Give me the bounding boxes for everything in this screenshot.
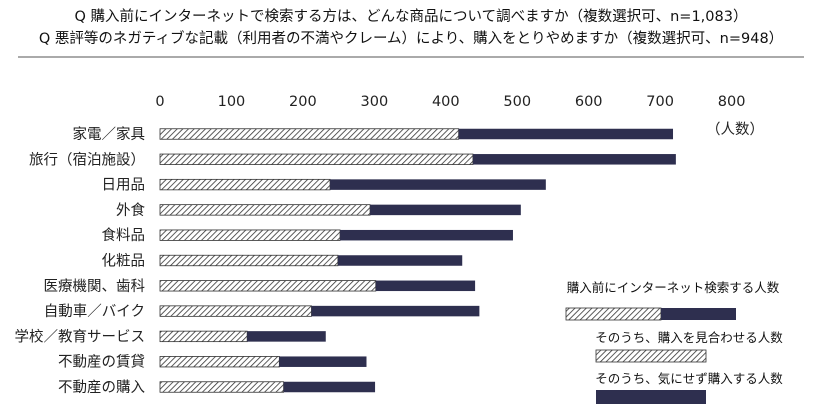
category-label: 旅行（宿泊施設） (29, 151, 145, 168)
category-label: 食料品 (102, 227, 146, 244)
x-tick-label: 400 (432, 94, 460, 110)
bar-segment-buy-anyway (283, 381, 376, 393)
legend-swatch-total-hatched (565, 307, 662, 321)
bar-segment-hold-off (159, 280, 377, 292)
chart-title-line-2: Q 悪評等のネガティブな記載（利用者の不満やクレーム）により、購入をとりやめます… (39, 29, 783, 47)
bar-segment-buy-anyway (337, 255, 463, 266)
category-label: 不動産の賃貸 (58, 354, 145, 371)
legend-swatch-buy-anyway (596, 390, 706, 404)
bar-segment-buy-anyway (375, 280, 476, 292)
axis-unit-label: （人数） (706, 121, 764, 138)
category-label: 学校／教育サービス (15, 328, 146, 345)
bar-segment-hold-off (159, 229, 341, 241)
x-tick-label: 100 (218, 94, 246, 110)
bar-segment-buy-anyway (311, 305, 480, 317)
x-tick-label: 700 (646, 94, 674, 110)
x-tick-label: 0 (155, 94, 164, 110)
bar-segment-buy-anyway (472, 154, 676, 165)
x-tick-label: 600 (575, 94, 603, 110)
bar-segment-buy-anyway (340, 229, 513, 241)
bar-segment-buy-anyway (279, 356, 367, 367)
bar-segment-hold-off (159, 204, 371, 216)
bar-segment-buy-anyway (330, 179, 546, 190)
bar-segment-hold-off (159, 128, 460, 140)
x-tick-label: 800 (718, 94, 746, 110)
chart-title-line-1: Q 購入前にインターネットで検索する方は、どんな商品について調べますか（複数選択… (75, 8, 748, 25)
bar-segment-hold-off (159, 381, 285, 393)
category-label: 医療機関、歯科 (44, 278, 146, 295)
category-label: 日用品 (102, 177, 146, 194)
bar-segment-buy-anyway (370, 204, 521, 216)
bar-segment-hold-off (159, 178, 331, 191)
x-tick-label: 500 (503, 94, 531, 110)
bar-segment-hold-off (159, 330, 248, 343)
category-label: 家電／家具 (73, 126, 146, 143)
category-label: 自動車／バイク (44, 303, 145, 320)
bar-segment-buy-anyway (247, 331, 326, 342)
bar-segment-hold-off (159, 254, 339, 267)
x-tick-label: 200 (289, 94, 317, 110)
bar-segment-buy-anyway (458, 128, 674, 140)
legend-label-buy-anyway: そのうち、気にせず購入する人数 (595, 371, 783, 386)
category-label: 不動産の購入 (58, 379, 145, 396)
legend-label-total: 購入前にインターネット検索する人数 (567, 280, 780, 295)
bar-segment-hold-off (159, 356, 280, 368)
x-tick-label: 300 (361, 94, 389, 110)
category-label: 外食 (116, 202, 145, 219)
legend-swatch-hold-off (595, 349, 707, 363)
bar-segment-hold-off (159, 153, 474, 165)
legend-swatch-total-solid (661, 308, 736, 320)
legend-label-hold-off: そのうち、購入を見合わせる人数 (595, 330, 783, 345)
category-label: 化粧品 (102, 253, 146, 270)
bar-segment-hold-off (159, 305, 312, 317)
